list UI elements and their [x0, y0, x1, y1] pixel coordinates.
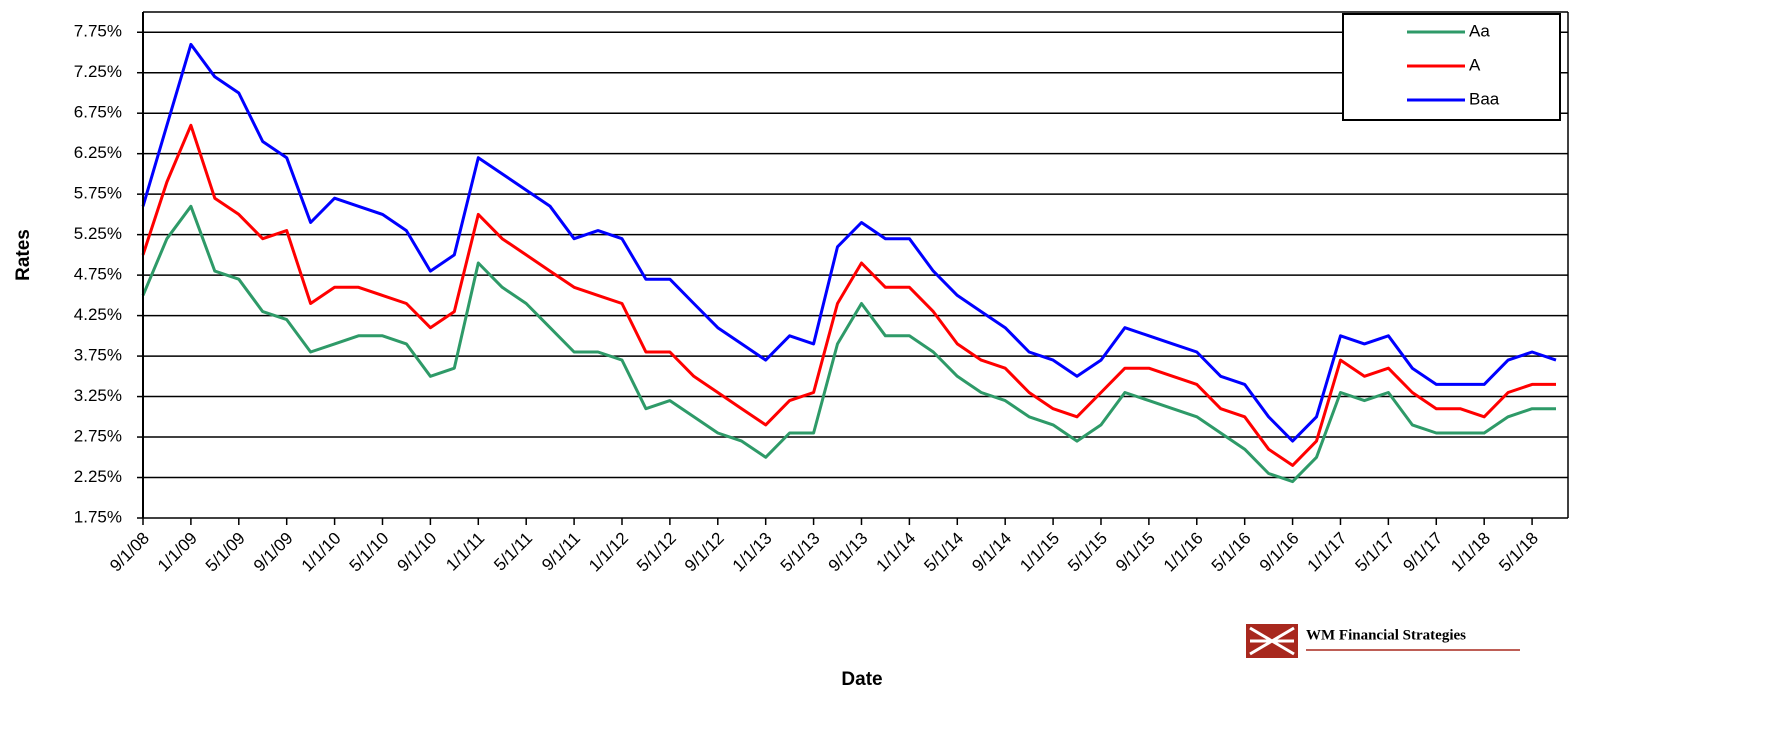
x-tick-label: 1/1/11	[442, 529, 488, 575]
x-tick-label: 9/1/14	[968, 529, 1015, 576]
x-tick-label: 9/1/15	[1112, 529, 1159, 576]
y-tick-label: 1.75%	[74, 507, 122, 526]
y-tick-label: 3.25%	[74, 386, 122, 405]
legend-label: A	[1469, 55, 1481, 74]
y-tick-label: 6.75%	[74, 103, 122, 122]
x-tick-label: 9/1/10	[394, 529, 441, 576]
y-tick-label: 6.25%	[74, 143, 122, 162]
legend-label: Aa	[1469, 21, 1490, 40]
y-tick-label: 5.75%	[74, 184, 122, 203]
y-tick-label: 7.75%	[74, 22, 122, 41]
y-axis-label: Rates	[13, 229, 34, 281]
x-tick-label: 9/1/11	[538, 529, 584, 575]
logo-text: WM Financial Strategies	[1306, 627, 1466, 643]
x-tick-label: 1/1/12	[585, 529, 632, 576]
x-tick-label: 9/1/13	[825, 529, 872, 576]
x-tick-label: 5/1/16	[1208, 529, 1255, 576]
y-tick-label: 7.25%	[74, 62, 122, 81]
x-tick-label: 5/1/15	[1064, 529, 1111, 576]
series-line	[141, 42, 1557, 443]
x-tick-label: 1/1/16	[1160, 529, 1207, 576]
plot-area	[141, 31, 1568, 519]
series-line	[141, 204, 1556, 484]
x-tick-label: 5/1/17	[1352, 529, 1399, 576]
x-tick-label: 1/1/10	[298, 529, 345, 576]
x-tick-label: 5/1/13	[777, 529, 824, 576]
x-tick-label: 9/1/12	[681, 529, 728, 576]
x-tick-label: 1/1/18	[1447, 529, 1494, 576]
x-tick-label: 5/1/10	[346, 529, 393, 576]
legend-label: Baa	[1469, 89, 1500, 108]
y-tick-label: 4.25%	[74, 305, 122, 324]
series-line	[141, 123, 1556, 467]
y-tick-label: 3.75%	[74, 346, 122, 365]
x-tick-label: 1/1/15	[1016, 529, 1063, 576]
x-axis-label: Date	[841, 669, 882, 690]
x-tick-label: 1/1/13	[729, 529, 776, 576]
y-tick-label: 4.75%	[74, 265, 122, 284]
y-tick-label: 2.25%	[74, 467, 122, 486]
x-tick-label: 5/1/09	[202, 529, 249, 576]
x-tick-label: 5/1/12	[633, 529, 680, 576]
y-tick-label: 5.25%	[74, 224, 122, 243]
x-tick-label: 5/1/11	[490, 529, 536, 575]
x-tick-label: 9/1/16	[1256, 529, 1303, 576]
x-tick-label: 1/1/09	[154, 529, 201, 576]
x-tick-label: 5/1/14	[920, 529, 967, 576]
logo: WM Financial Strategies	[1246, 624, 1520, 658]
y-tick-label: 2.75%	[74, 427, 122, 446]
x-tick-label: 1/1/17	[1304, 529, 1351, 576]
x-tick-label: 9/1/09	[250, 529, 297, 576]
x-tick-label: 5/1/18	[1495, 529, 1542, 576]
x-tick-label: 9/1/17	[1399, 529, 1446, 576]
x-tick-label: 1/1/14	[873, 529, 920, 576]
x-tick-label: 9/1/08	[106, 529, 153, 576]
logo-mark	[1249, 626, 1295, 656]
